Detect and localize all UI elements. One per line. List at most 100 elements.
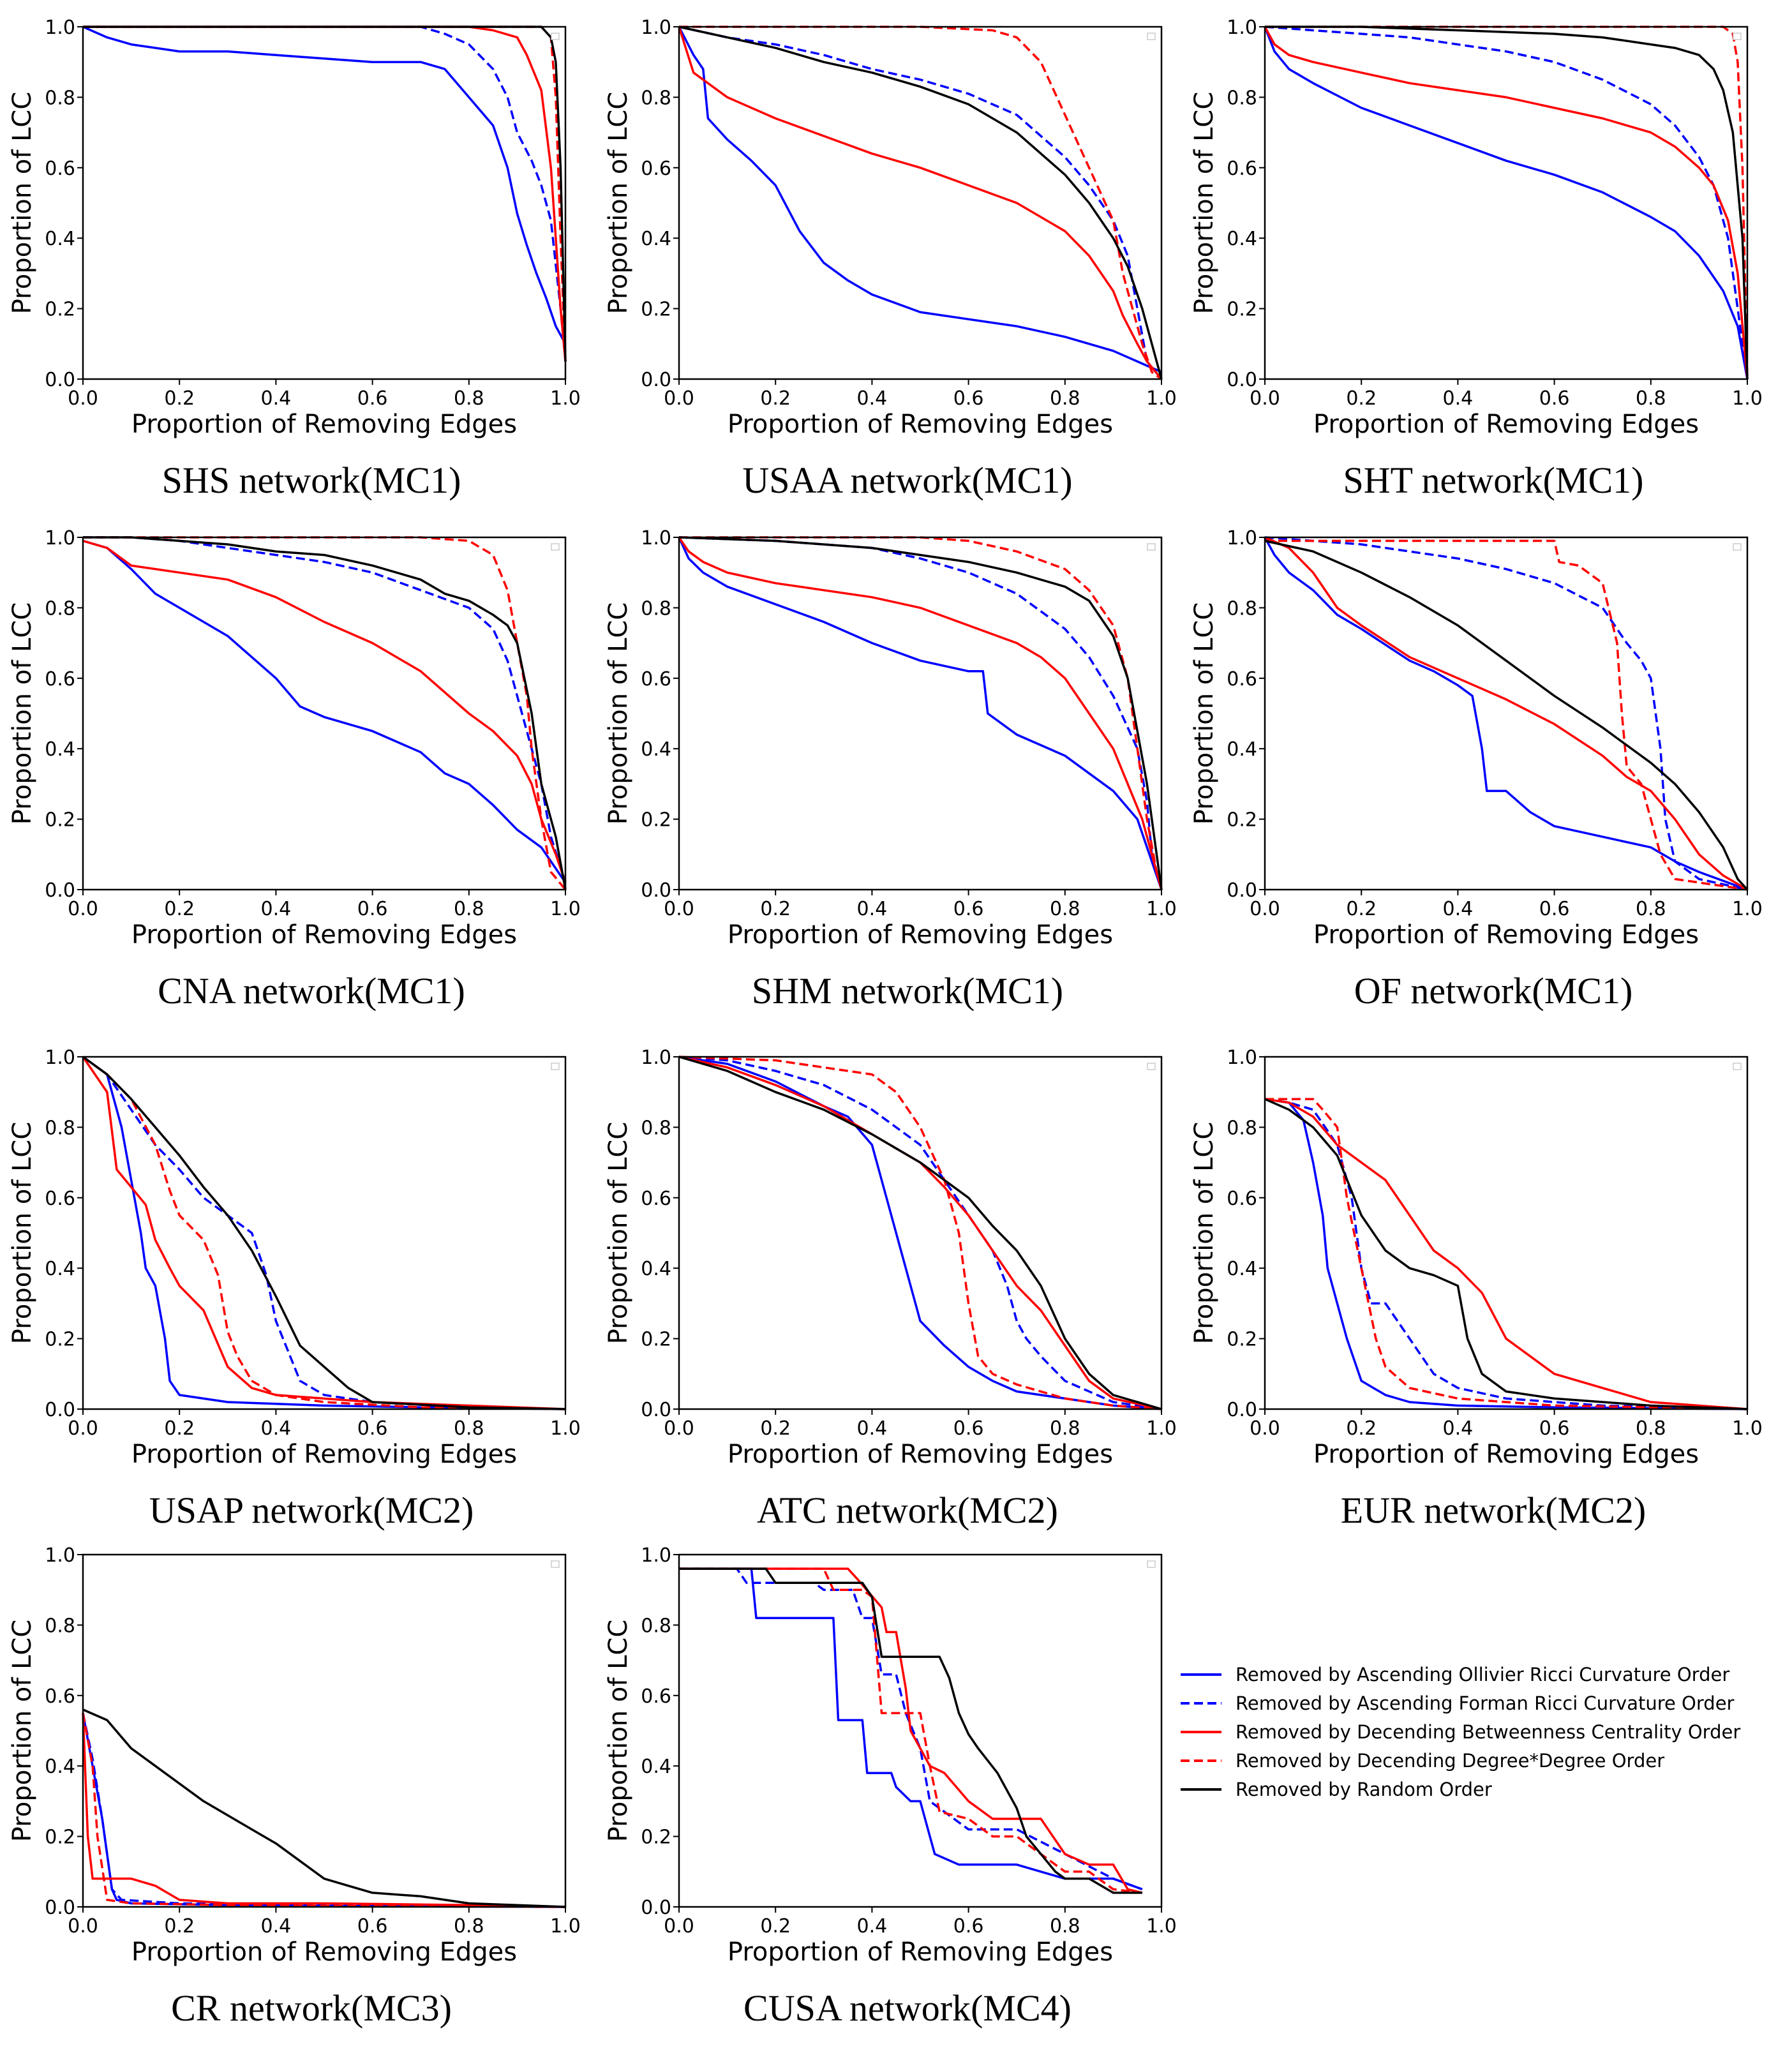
x-tick-label: 0.8 xyxy=(1050,387,1080,410)
x-tick-label: 1.0 xyxy=(1732,898,1763,920)
y-tick-label: 0.4 xyxy=(641,1258,671,1280)
y-tick-label: 0.8 xyxy=(641,1615,671,1637)
series-line-removed-by-decending-betweenness-centrality-order xyxy=(1264,1098,1748,1410)
y-tick-label: 0.2 xyxy=(641,299,671,321)
series-line-removed-by-ascending-ollivier-ricci-curvature-order xyxy=(82,26,567,345)
chart-caption: SHT network(MC1) xyxy=(1343,459,1644,501)
x-tick-label: 0.4 xyxy=(1443,898,1474,920)
series-line-removed-by-ascending-ollivier-ricci-curvature-order xyxy=(1264,26,1749,380)
y-tick-label: 1.0 xyxy=(45,1047,75,1069)
y-tick-label: 0.4 xyxy=(641,228,671,250)
x-tick-label: 0.6 xyxy=(1539,1417,1570,1440)
y-tick-label: 0.2 xyxy=(45,1329,75,1351)
y-axis-label: Proportion of LCC xyxy=(8,92,37,315)
y-tick-label: 0.4 xyxy=(1227,228,1257,250)
legend-label-forman: Removed by Ascending Forman Ricci Curvat… xyxy=(1236,1692,1735,1714)
series-line-removed-by-decending-betweenness-centrality-order xyxy=(678,537,1163,890)
series-line-removed-by-ascending-ollivier-ricci-curvature-order xyxy=(679,1567,1143,1891)
y-tick-label: 0.8 xyxy=(1227,1117,1257,1139)
legend-box-placeholder xyxy=(1733,543,1742,551)
x-tick-label: 1.0 xyxy=(550,387,581,410)
y-tick-label: 0.8 xyxy=(45,1117,75,1139)
chart-eur-network-mc2: 0.00.0 0.2 0.2 0.4 0.4 0.6 0.6 0.8 0.8 1.0 1.0 Prop… xyxy=(1190,1047,1763,1531)
series-line-removed-by-random-order xyxy=(678,1056,1162,1410)
y-tick-label: 1.0 xyxy=(641,527,671,549)
series-line-removed-by-random-order xyxy=(1264,539,1749,891)
y-tick-label: 0.4 xyxy=(641,738,671,761)
y-tick-label: 0.6 xyxy=(641,1188,671,1210)
y-tick-label: 1.0 xyxy=(1227,1047,1257,1069)
series-line-removed-by-decending-betweenness-centrality-order xyxy=(679,1567,1143,1894)
legend-label-random: Removed by Random Order xyxy=(1236,1779,1492,1800)
x-tick-label: 0.0 xyxy=(1250,898,1280,920)
series-line-removed-by-random-order xyxy=(1264,1098,1748,1410)
y-tick-label: 0.8 xyxy=(641,87,671,109)
x-tick-label: 0.2 xyxy=(1346,898,1377,920)
series-line-removed-by-decending-betweenness-centrality-order xyxy=(1264,26,1749,380)
x-axis-label: Proportion of Removing Edges xyxy=(728,1440,1113,1469)
x-tick-label: 0.4 xyxy=(261,1915,292,1938)
y-tick-label: 0.6 xyxy=(45,1188,75,1210)
series-line-removed-by-ascending-forman-ricci-curvature-order xyxy=(83,536,567,883)
chart-cr-network-mc3: 0.00.0 0.2 0.2 0.4 0.4 0.6 0.6 0.8 0.8 1.0 1.0 Prop… xyxy=(8,1544,581,2029)
chart-caption: CNA network(MC1) xyxy=(158,970,465,1012)
x-tick-label: 0.2 xyxy=(164,898,195,920)
y-tick-label: 1.0 xyxy=(1227,17,1257,39)
y-tick-label: 0.6 xyxy=(1227,668,1257,691)
x-tick-label: 0.4 xyxy=(857,1915,888,1938)
y-tick-label: 0.6 xyxy=(1227,1188,1257,1210)
y-tick-label: 0.8 xyxy=(45,597,75,620)
legend-box-placeholder xyxy=(551,1063,560,1070)
chart-usaa-network-mc1: 0.00.0 0.2 0.2 0.4 0.4 0.6 0.6 0.8 0.8 1.0 1.0 Prop… xyxy=(604,17,1177,501)
y-axis-label: Proportion of LCC xyxy=(1190,92,1219,315)
y-axis-label: Proportion of LCC xyxy=(8,602,37,825)
series-line-removed-by-ascending-forman-ricci-curvature-order xyxy=(1264,26,1749,380)
series-line-removed-by-random-order xyxy=(83,536,567,890)
chart-usap-network-mc2: 0.00.0 0.2 0.2 0.4 0.4 0.6 0.6 0.8 0.8 1.0 1.0 Prop… xyxy=(8,1047,581,1531)
y-tick-label: 0.6 xyxy=(45,1685,75,1708)
y-tick-label: 0.6 xyxy=(45,668,75,691)
y-tick-label: 0.6 xyxy=(641,1685,671,1708)
x-tick-label: 0.8 xyxy=(1050,898,1080,920)
x-tick-label: 0.2 xyxy=(164,387,195,410)
chart-caption: ATC network(MC2) xyxy=(757,1490,1058,1531)
x-tick-label: 0.8 xyxy=(1636,898,1666,920)
series-line-removed-by-decending-betweenness-centrality-order xyxy=(678,1056,1162,1410)
x-tick-label: 0.8 xyxy=(454,1417,484,1440)
chart-cusa-network-mc4: 0.00.0 0.2 0.2 0.4 0.4 0.6 0.6 0.8 0.8 1.0 1.0 Prop… xyxy=(604,1544,1177,2029)
legend-entry-degree: Removed by Decending Degree*Degree Order xyxy=(1181,1750,1664,1772)
x-tick-label: 1.0 xyxy=(1732,1417,1763,1440)
y-tick-label: 0.2 xyxy=(45,299,75,321)
chart-sht-network-mc1: 0.00.0 0.2 0.2 0.4 0.4 0.6 0.6 0.8 0.8 1.0 1.0 Prop… xyxy=(1190,17,1763,501)
x-tick-label: 0.8 xyxy=(1050,1915,1080,1938)
x-tick-label: 1.0 xyxy=(1732,387,1763,410)
x-axis-label: Proportion of Removing Edges xyxy=(131,410,517,439)
series-line-removed-by-decending-betweenness-centrality-order xyxy=(83,26,567,362)
x-tick-label: 0.8 xyxy=(1050,1417,1080,1440)
legend-box-placeholder xyxy=(1147,1560,1156,1568)
y-tick-label: 0.2 xyxy=(1227,809,1257,832)
y-tick-label: 0.0 xyxy=(45,1399,75,1421)
y-tick-label: 0.0 xyxy=(641,1399,671,1421)
x-tick-label: 0.0 xyxy=(1250,387,1280,410)
series-line-removed-by-decending-degree-degree-order xyxy=(82,1056,566,1410)
y-tick-label: 0.4 xyxy=(1227,1258,1257,1280)
y-tick-label: 0.0 xyxy=(45,1897,75,1919)
series-line-removed-by-ascending-ollivier-ricci-curvature-order xyxy=(1264,537,1748,891)
plot-frame xyxy=(1264,536,1749,891)
series-line-removed-by-decending-degree-degree-order xyxy=(83,26,567,362)
y-axis-label: Proportion of LCC xyxy=(8,1620,37,1842)
series-line-removed-by-ascending-forman-ricci-curvature-order xyxy=(1264,536,1748,891)
legend-box-placeholder xyxy=(1147,543,1156,551)
x-tick-label: 0.8 xyxy=(454,387,484,410)
series-line-removed-by-random-order xyxy=(1265,26,1749,380)
x-tick-label: 0.6 xyxy=(953,898,984,920)
series-line-removed-by-decending-betweenness-centrality-order xyxy=(82,539,567,883)
y-tick-label: 0.0 xyxy=(1227,369,1257,391)
x-tick-label: 0.8 xyxy=(454,898,484,920)
y-tick-label: 0.8 xyxy=(45,87,75,109)
x-axis-label: Proportion of Removing Edges xyxy=(1313,1440,1699,1469)
legend-box-placeholder xyxy=(551,33,560,40)
x-tick-label: 1.0 xyxy=(550,898,581,920)
series-line-removed-by-decending-degree-degree-order xyxy=(678,1056,1162,1410)
